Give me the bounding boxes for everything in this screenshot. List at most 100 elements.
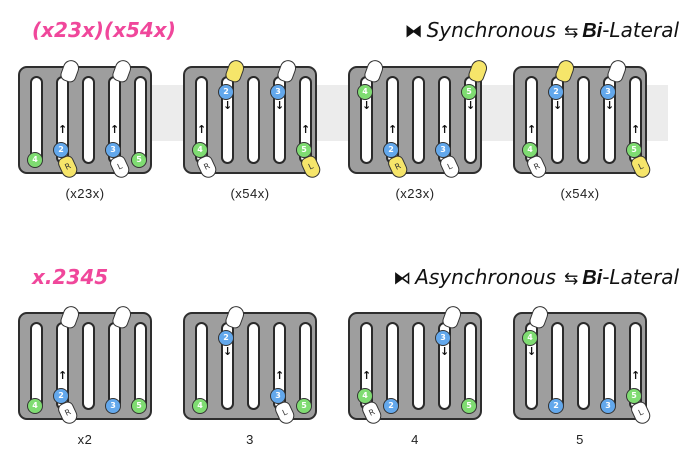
track-slot — [386, 322, 399, 410]
juggling-panel: ↑ 4 2 3 5 R — [18, 303, 152, 427]
mode-label-synchronous: ⧓ Synchronous ⇆ Bi-Lateral — [405, 18, 679, 43]
track-slot — [134, 322, 147, 410]
track-slot — [82, 322, 95, 410]
mode-label-asynchronous: ⧑ Asynchronous ⇆ Bi-Lateral — [393, 265, 679, 290]
track-slot — [412, 76, 425, 164]
arrow-down-icon: ↓ — [223, 99, 233, 112]
hand-icon: L — [629, 153, 653, 181]
lateral-suffix: -Lateral — [602, 18, 679, 42]
swap-arrows-icon: ⇆ — [563, 22, 579, 42]
track-slot — [247, 76, 260, 164]
half-bowtie-icon: ⧑ — [393, 268, 412, 289]
ball: 3 — [270, 84, 286, 100]
arrow-up-icon: ↑ — [527, 123, 537, 136]
juggling-panel: ↓ ↑ 2 4 3 5 L — [183, 303, 317, 427]
hand-icon: L — [108, 153, 132, 181]
arrow-up-icon: ↑ — [197, 123, 207, 136]
lateral-prefix: Bi — [582, 267, 603, 289]
track-slot — [551, 322, 564, 410]
ball: 5 — [296, 398, 312, 414]
juggling-panel: ↑ ↑ 4 2 3 5 R L — [18, 57, 152, 181]
track-slot — [464, 322, 477, 410]
swap-arrows-icon: ⇆ — [563, 269, 579, 289]
ball: 5 — [461, 398, 477, 414]
panel-caption: 3 — [246, 432, 254, 447]
ball: 4 — [27, 398, 43, 414]
ball: 5 — [626, 388, 642, 404]
track-slot — [30, 76, 43, 164]
ball: 5 — [131, 398, 147, 414]
arrow-down-icon: ↓ — [440, 345, 450, 358]
track-slot — [577, 76, 590, 164]
ball: 4 — [522, 330, 538, 346]
track-slot — [412, 322, 425, 410]
arrow-down-icon: ↓ — [275, 99, 285, 112]
panel-caption: (x54x) — [560, 186, 600, 201]
ball: 3 — [435, 330, 451, 346]
lateral-suffix: -Lateral — [602, 265, 679, 289]
arrow-up-icon: ↑ — [440, 123, 450, 136]
ball: 3 — [600, 398, 616, 414]
juggling-panel: ↓ ↓ ↑ ↑ 2 3 4 5 R L — [183, 57, 323, 181]
arrow-up-icon: ↑ — [58, 123, 68, 136]
ball: 3 — [600, 84, 616, 100]
ball: 4 — [27, 152, 43, 168]
juggling-panel: ↓ ↑ 3 4 2 5 R — [348, 303, 482, 427]
panel-caption: (x54x) — [230, 186, 270, 201]
bowtie-icon: ⧓ — [404, 21, 423, 42]
pattern-title-synchronous: (x23x)(x54x) — [32, 18, 176, 42]
ball: 5 — [131, 152, 147, 168]
ball: 2 — [218, 84, 234, 100]
track-slot — [30, 322, 43, 410]
mode-word: Synchronous — [426, 18, 556, 42]
hand-icon: R — [525, 153, 549, 181]
hand-icon: R — [56, 399, 80, 427]
hand-icon: L — [629, 399, 653, 427]
juggling-panel: ↓ ↑ 4 2 3 5 L — [513, 303, 653, 427]
panel-caption: (x23x) — [395, 186, 435, 201]
hand-icon: L — [438, 153, 462, 181]
ball: 4 — [357, 84, 373, 100]
arrow-down-icon: ↓ — [553, 99, 563, 112]
arrow-down-icon: ↓ — [605, 99, 615, 112]
ball: 3 — [270, 388, 286, 404]
arrow-down-icon: ↓ — [466, 99, 476, 112]
track-slot — [577, 322, 590, 410]
arrow-up-icon: ↑ — [58, 369, 68, 382]
panel-caption: 4 — [411, 432, 419, 447]
hand-icon: L — [299, 153, 323, 181]
juggling-panel: ↓ ↓ ↑ ↑ 2 3 4 5 R L — [513, 57, 653, 181]
hand-icon: R — [386, 153, 410, 181]
hand-icon: L — [273, 399, 297, 427]
ball: 2 — [383, 398, 399, 414]
hand-icon: R — [56, 153, 80, 181]
ball: 3 — [105, 398, 121, 414]
arrow-up-icon: ↑ — [301, 123, 311, 136]
arrow-down-icon: ↓ — [362, 99, 372, 112]
arrow-down-icon: ↓ — [527, 345, 537, 358]
track-slot — [603, 322, 616, 410]
ball: 2 — [548, 398, 564, 414]
panel-caption: (x23x) — [65, 186, 105, 201]
arrow-up-icon: ↑ — [362, 369, 372, 382]
panel-caption: 5 — [576, 432, 584, 447]
track-slot — [108, 322, 121, 410]
arrow-up-icon: ↑ — [631, 123, 641, 136]
track-slot — [82, 76, 95, 164]
arrow-down-icon: ↓ — [223, 345, 233, 358]
pattern-title-asynchronous: x.2345 — [32, 265, 109, 289]
ball: 5 — [461, 84, 477, 100]
track-slot — [247, 322, 260, 410]
track-slot — [134, 76, 147, 164]
ball: 2 — [548, 84, 564, 100]
ball: 2 — [218, 330, 234, 346]
ball: 4 — [192, 398, 208, 414]
mode-word: Asynchronous — [415, 265, 556, 289]
hand-icon: R — [195, 153, 219, 181]
juggling-panel: ↓ ↓ ↑ ↑ 4 5 2 3 R L — [348, 57, 490, 181]
track-slot — [299, 322, 312, 410]
panel-caption: x2 — [77, 432, 93, 447]
ball: 3 — [435, 142, 451, 158]
arrow-up-icon: ↑ — [388, 123, 398, 136]
lateral-prefix: Bi — [582, 20, 603, 42]
